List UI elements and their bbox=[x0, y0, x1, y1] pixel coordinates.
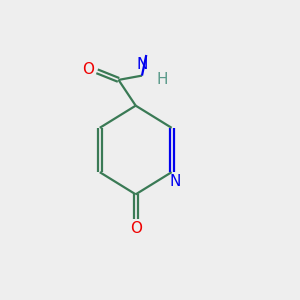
Text: O: O bbox=[130, 221, 142, 236]
Text: N: N bbox=[136, 57, 148, 72]
Text: N: N bbox=[169, 175, 181, 190]
Text: H: H bbox=[157, 72, 168, 87]
Text: O: O bbox=[82, 62, 94, 77]
